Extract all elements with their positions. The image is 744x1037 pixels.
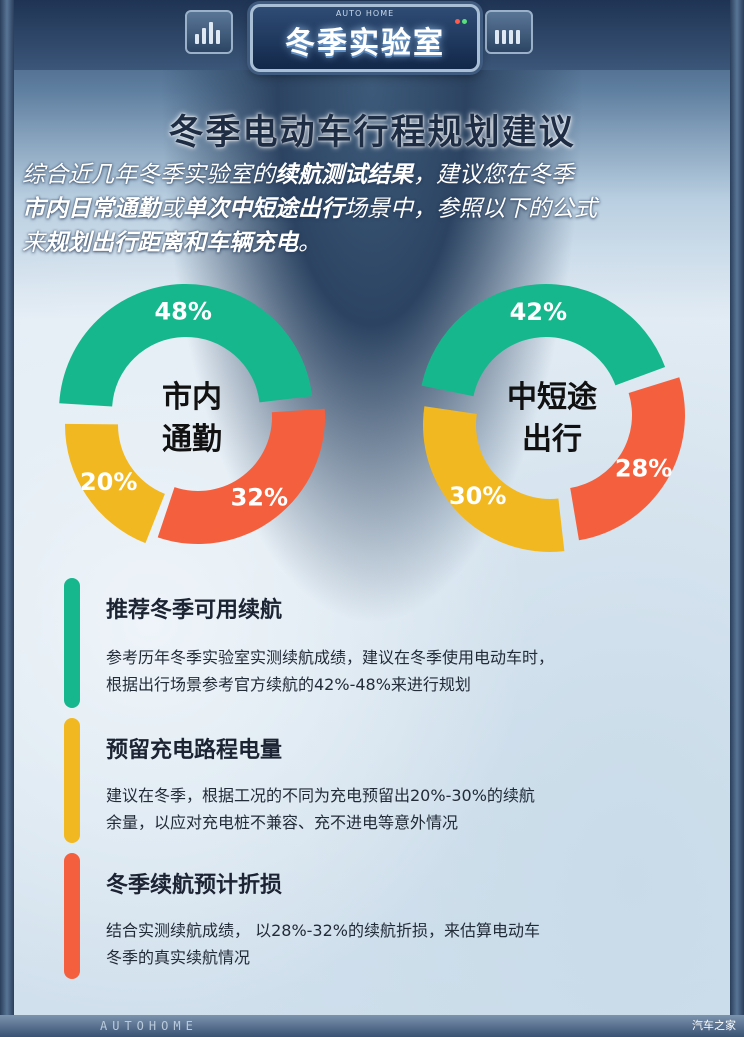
intro-highlight: 单次中短途出行 (183, 196, 344, 222)
badge-title: 冬季实验室 (285, 26, 445, 61)
legend-title: 预留充电路程电量 (106, 738, 283, 763)
legend-item-usable-range: 推荐冬季可用续航 参考历年冬季实验室实测续航成绩，建议在冬季使用电动车时， 根据… (64, 578, 684, 708)
center-label: 中短途 (507, 380, 598, 415)
legend-bar (64, 578, 80, 708)
donut-slice (157, 408, 325, 544)
donut-slice (570, 377, 685, 541)
intro-highlight: 市内日常通勤 (22, 196, 160, 222)
legend-desc-line: 参考历年冬季实验室实测续航成绩，建议在冬季使用电动车时， (106, 648, 555, 667)
slice-label: 48% (154, 298, 211, 326)
intro-highlight: 续航测试结果 (275, 162, 413, 188)
donut-slice (64, 423, 165, 544)
slice-label: 42% (510, 298, 567, 326)
intro-text: 综合近几年冬季实验室的续航测试结果，建议您在冬季 市内日常通勤或单次中短途出行场… (22, 158, 722, 260)
intro-text-part: 综合近几年冬季实验室的 (22, 162, 275, 188)
legend-title: 推荐冬季可用续航 (106, 598, 283, 623)
legend-desc-line: 余量，以应对充电桩不兼容、充不进电等意外情况 (106, 813, 459, 832)
intro-text-part: 来 (22, 230, 45, 256)
status-dots (453, 9, 467, 28)
intro-text-part: ，建议您在冬季 (413, 162, 574, 188)
legend-desc-line: 结合实测续航成绩， 以28%-32%的续航折损，来估算电动车 (106, 921, 540, 940)
slice-label: 32% (231, 484, 288, 512)
donut-slice (421, 283, 666, 397)
legend-desc: 参考历年冬季实验室实测续航成绩，建议在冬季使用电动车时， 根据出行场景参考官方续… (106, 644, 706, 698)
legend-desc-line: 建议在冬季，根据工况的不同为充电预留出20%-30%的续航 (106, 786, 535, 805)
donut-slice (59, 284, 313, 407)
bottom-frame (0, 1015, 744, 1037)
legend-bar (64, 853, 80, 979)
legend-desc: 结合实测续航成绩， 以28%-32%的续航折损，来估算电动车 冬季的真实续航情况 (106, 917, 706, 971)
badge-brand: AUTO HOME (335, 9, 395, 18)
center-label: 市内 (162, 380, 222, 415)
left-frame (0, 0, 14, 1037)
slice-label: 28% (615, 455, 672, 483)
legend-item-charging-reserve: 预留充电路程电量 建议在冬季，根据工况的不同为充电预留出20%-30%的续航 余… (64, 718, 684, 843)
slice-label: 30% (449, 482, 506, 510)
lab-badge: AUTO HOME 冬季实验室 (250, 4, 480, 72)
legend-desc-line: 根据出行场景参考官方续航的42%-48%来进行规划 (106, 675, 471, 694)
equalizer-icon (185, 10, 233, 54)
intro-highlight: 规划出行距离和车辆充电 (45, 230, 298, 256)
legend-item-range-loss: 冬季续航预计折损 结合实测续航成绩， 以28%-32%的续航折损，来估算电动车 … (64, 853, 684, 979)
intro-text-part: 或 (160, 196, 183, 222)
center-label: 通勤 (162, 422, 222, 457)
donut-slice (423, 406, 565, 552)
watermark: 汽车之家 (692, 1019, 736, 1032)
center-label: 出行 (522, 422, 582, 457)
legend-bar (64, 718, 80, 843)
intro-text-part: 。 (298, 230, 321, 256)
page-title: 冬季电动车行程规划建议 (168, 113, 576, 153)
intro-text-part: 场景中，参照以下的公式 (344, 196, 597, 222)
slice-label: 20% (80, 468, 137, 496)
right-frame (730, 0, 744, 1037)
legend-title: 冬季续航预计折损 (106, 873, 283, 898)
footer-brand: AUTOHOME (100, 1019, 198, 1033)
legend-desc-line: 冬季的真实续航情况 (106, 948, 251, 967)
legend-desc: 建议在冬季，根据工况的不同为充电预留出20%-30%的续航 余量，以应对充电桩不… (106, 782, 706, 836)
battery-icon (485, 10, 533, 54)
